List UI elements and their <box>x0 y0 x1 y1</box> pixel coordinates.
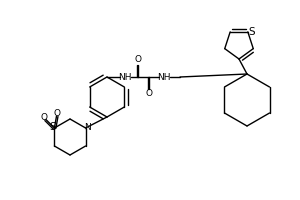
Text: O: O <box>53 109 61 118</box>
Text: S: S <box>248 27 255 37</box>
Text: NH: NH <box>157 72 171 82</box>
Text: S: S <box>49 122 56 132</box>
Text: O: O <box>134 55 142 64</box>
Text: NH: NH <box>118 72 132 82</box>
Text: N: N <box>84 122 91 132</box>
Text: O: O <box>40 113 47 122</box>
Text: O: O <box>146 90 152 98</box>
